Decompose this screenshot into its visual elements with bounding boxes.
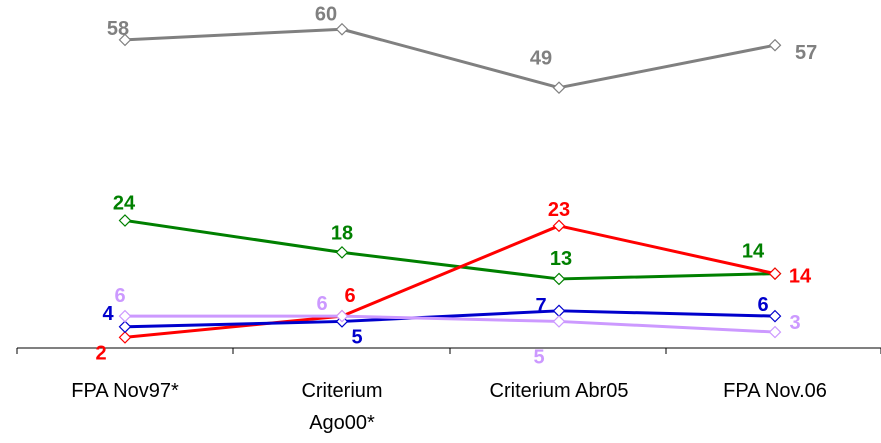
data-point-marker	[768, 267, 782, 280]
series-line	[118, 22, 782, 95]
data-point-marker	[118, 33, 132, 47]
data-label: 18	[331, 222, 353, 244]
data-label: 4	[102, 303, 114, 325]
data-label: 13	[550, 248, 572, 270]
data-point-marker	[335, 22, 349, 36]
data-label: 23	[548, 199, 570, 221]
data-label: 6	[757, 294, 768, 316]
x-tick-label-line: Criterium Abr05	[490, 380, 629, 402]
data-label: 6	[316, 293, 327, 315]
series-line	[118, 309, 782, 339]
data-point-marker	[552, 304, 566, 318]
data-label: 14	[789, 266, 812, 288]
data-point-marker	[118, 320, 132, 334]
series-path	[124, 309, 776, 329]
x-tick-label-line: FPA Nov.06	[723, 380, 827, 402]
data-label: 57	[795, 42, 817, 64]
x-tick-label: FPA Nov97*	[71, 380, 179, 402]
data-point-marker	[552, 315, 566, 328]
data-point-marker	[552, 81, 566, 95]
x-tick-label: Criterium Abr05	[490, 380, 629, 402]
data-point-marker	[768, 325, 782, 339]
series-path	[125, 314, 776, 334]
x-axis: FPA Nov97* Criterium Ago00* Criterium Abr05…	[16, 347, 881, 434]
x-tick-label: FPA Nov.06	[723, 380, 827, 402]
data-label: 6	[344, 285, 355, 307]
series-path	[124, 27, 776, 90]
series-path	[124, 219, 776, 281]
data-label: 5	[351, 326, 362, 348]
data-label: 24	[113, 193, 136, 215]
data-point-marker	[768, 309, 782, 323]
series-path	[124, 224, 776, 339]
series-layer	[118, 22, 782, 344]
series-line	[118, 214, 782, 286]
x-tick-label-line: Criterium	[301, 380, 382, 402]
data-point-marker	[768, 38, 782, 52]
data-point-marker	[552, 219, 566, 233]
data-point-marker	[335, 309, 349, 323]
data-label: 5	[533, 346, 544, 368]
data-point-marker	[552, 272, 566, 286]
x-tick-label-line: FPA Nov97*	[71, 380, 179, 402]
data-label: 14	[742, 241, 765, 263]
data-label: 7	[535, 295, 546, 317]
data-point-marker	[335, 246, 349, 259]
data-point-marker	[118, 309, 132, 323]
x-tick-label: Criterium Ago00*	[301, 380, 382, 434]
series-line	[118, 304, 782, 334]
data-point-marker	[118, 214, 132, 227]
data-label: 60	[315, 3, 337, 25]
data-label: 58	[107, 18, 129, 40]
data-label: 49	[530, 48, 552, 70]
data-label: 2	[95, 342, 106, 364]
data-point-marker	[118, 331, 132, 344]
data-label: 6	[114, 285, 125, 307]
data-label: 3	[789, 312, 800, 334]
x-tick-label-line: Ago00*	[309, 412, 375, 434]
